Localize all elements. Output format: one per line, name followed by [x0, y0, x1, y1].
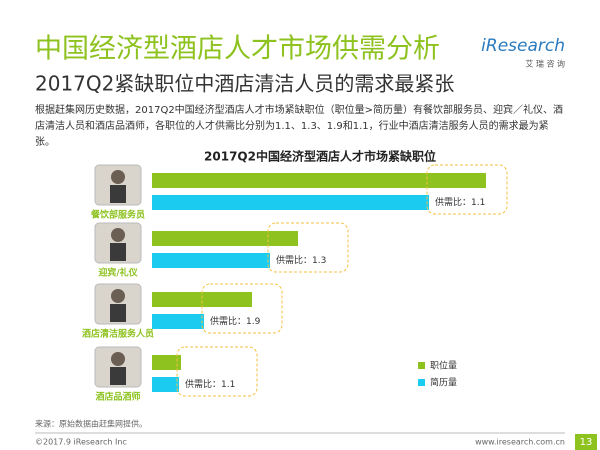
- legend-swatch: [418, 362, 425, 369]
- icon-figure: [110, 367, 126, 385]
- legend-swatch: [418, 379, 425, 386]
- legend-label: 简历量: [430, 377, 457, 389]
- category-label: 酒店品酒师: [95, 391, 140, 403]
- page-number: 13: [580, 437, 593, 448]
- icon-figure: [110, 243, 126, 261]
- slide-title: 中国经济型酒店人才市场供需分析: [35, 34, 440, 65]
- annotation-box: [201, 283, 283, 334]
- icon-figure: [111, 352, 125, 366]
- annotation: 供需比：1.1: [185, 378, 235, 390]
- bar: [152, 195, 429, 210]
- description: 根据赶集网历史数据，2017Q2中国经济型酒店人才市场紧缺职位（职位量>简历量）…: [35, 105, 564, 148]
- annotation-box: [426, 164, 508, 215]
- category-label: 酒店清洁服务人员: [82, 328, 154, 340]
- annotation: 供需比：1.3: [276, 254, 326, 266]
- bar: [152, 355, 181, 370]
- annotation: 供需比：1.9: [210, 315, 261, 327]
- annotation: 供需比：1.1: [435, 196, 485, 208]
- annotation-box: [267, 222, 349, 273]
- bar: [152, 253, 270, 268]
- category-label: 迎宾/礼仪: [98, 267, 138, 279]
- url: www.iresearch.com.cn: [475, 438, 565, 447]
- source: 来源：原始数据由赶集网提供。: [35, 419, 147, 429]
- icon-figure: [111, 170, 125, 184]
- bar: [152, 173, 486, 188]
- bar: [152, 292, 252, 307]
- logo: iResearch: [481, 36, 565, 56]
- legend-label: 职位量: [430, 360, 457, 372]
- bar: [152, 314, 204, 329]
- category-label: 餐饮部服务员: [90, 209, 145, 221]
- icon-figure: [111, 228, 125, 242]
- page-box: [575, 434, 597, 450]
- logo-sub: 艾 瑞 咨 询: [525, 59, 565, 69]
- icon-figure: [110, 304, 126, 322]
- annotation-box: [176, 346, 258, 397]
- bar: [152, 377, 179, 392]
- bar: [152, 231, 298, 246]
- slide-subtitle: 2017Q2紧缺职位中酒店清洁人员的需求最紧张: [35, 72, 454, 96]
- chart-title: 2017Q2中国经济型酒店人才市场紧缺职位: [204, 149, 436, 164]
- icon-figure: [111, 289, 125, 303]
- icon-figure: [110, 185, 126, 203]
- copyright: ©2017.9 iResearch Inc: [35, 438, 127, 447]
